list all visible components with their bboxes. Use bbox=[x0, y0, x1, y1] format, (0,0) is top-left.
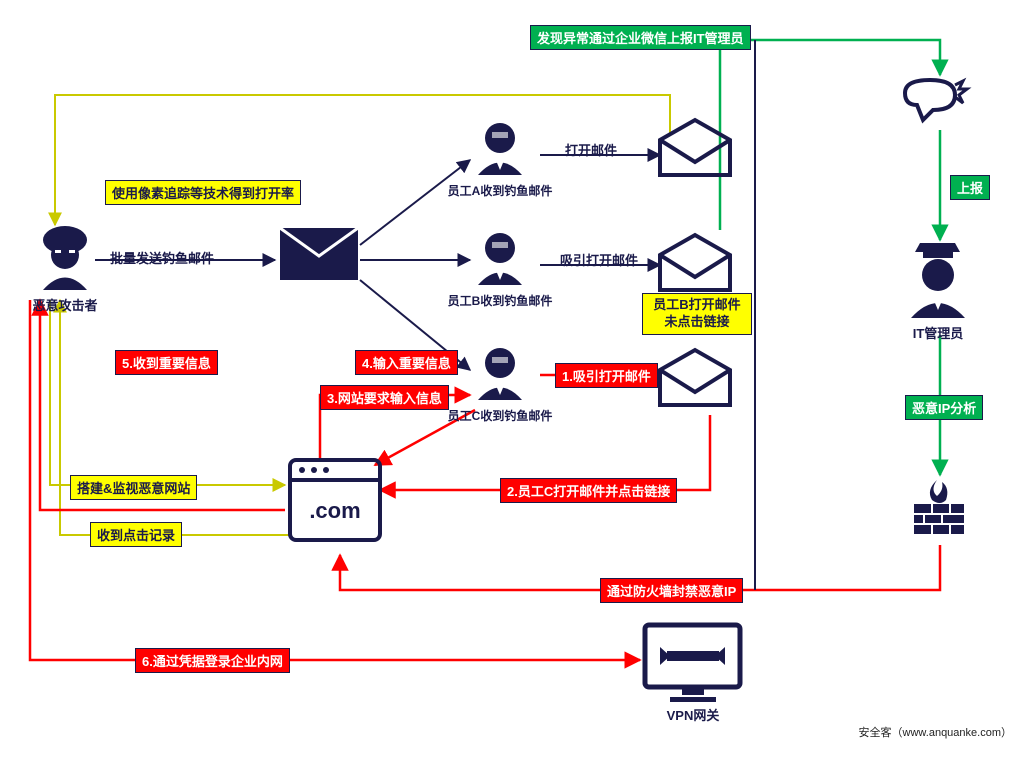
employee-b-label: 员工B收到钓鱼邮件 bbox=[448, 293, 553, 308]
open-mail-a-label: 打开邮件 bbox=[565, 140, 617, 159]
employee-c-icon bbox=[478, 348, 522, 400]
employee-a-label: 员工A收到钓鱼邮件 bbox=[448, 183, 553, 198]
step2-label: 2.员工C打开邮件并点击链接 bbox=[500, 478, 677, 503]
attacker-icon bbox=[43, 226, 87, 290]
svg-text:.com: .com bbox=[309, 498, 360, 523]
open-mail-b-label: 吸引打开邮件 bbox=[560, 250, 638, 269]
step4-label: 4.输入重要信息 bbox=[355, 350, 458, 375]
emp-b-box-label: 员工B打开邮件未点击链接 bbox=[642, 293, 752, 335]
click-record-label: 收到点击记录 bbox=[90, 522, 182, 547]
mail-b-icon bbox=[660, 235, 730, 290]
report-text-label: 上报 bbox=[950, 175, 990, 200]
step5-label: 5.收到重要信息 bbox=[115, 350, 218, 375]
it-admin-icon bbox=[911, 243, 965, 318]
vpn-icon bbox=[645, 625, 740, 702]
block-ip-label: 通过防火墙封禁恶意IP bbox=[600, 578, 743, 603]
watermark-text: 安全客（www.anquanke.com） bbox=[859, 724, 1012, 740]
employee-b-icon bbox=[478, 233, 522, 285]
employee-a-icon bbox=[478, 123, 522, 175]
report-green-label: 发现异常通过企业微信上报IT管理员 bbox=[530, 25, 751, 50]
malicious-ip-label: 恶意IP分析 bbox=[905, 395, 983, 420]
firewall-icon bbox=[914, 480, 964, 534]
website-icon: .com bbox=[290, 460, 380, 540]
chat-icon bbox=[905, 80, 967, 120]
build-site-label: 搭建&监视恶意网站 bbox=[70, 475, 197, 500]
mail-main-icon bbox=[280, 228, 358, 280]
mail-c-icon bbox=[660, 350, 730, 405]
employee-c-label: 员工C收到钓鱼邮件 bbox=[448, 408, 553, 423]
it-admin-label: IT管理员 bbox=[913, 326, 964, 341]
bulk-send-label: 批量发送钓鱼邮件 bbox=[110, 248, 214, 267]
attacker-label: 恶意攻击者 bbox=[32, 298, 97, 313]
step1-label: 1.吸引打开邮件 bbox=[555, 363, 658, 388]
vpn-label: VPN网关 bbox=[667, 708, 720, 723]
pixel-track-label: 使用像素追踪等技术得到打开率 bbox=[105, 180, 301, 205]
step3-label: 3.网站要求输入信息 bbox=[320, 385, 449, 410]
step6-label: 6.通过凭据登录企业内网 bbox=[135, 648, 290, 673]
